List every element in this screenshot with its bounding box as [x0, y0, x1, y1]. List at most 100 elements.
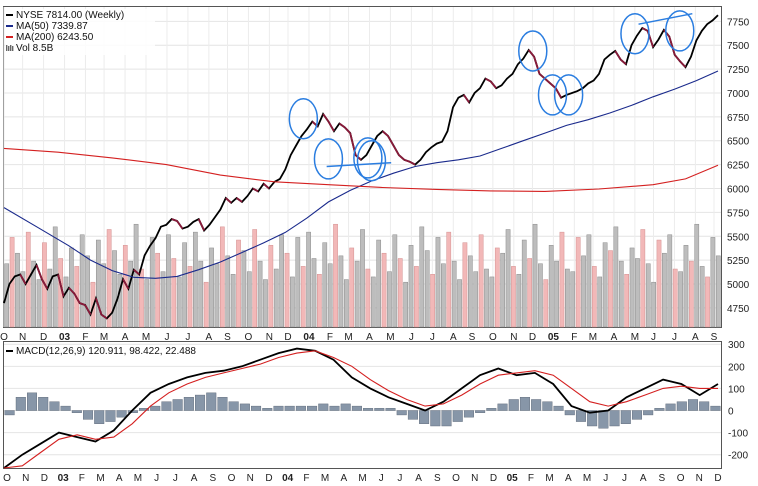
- price-x-axis: O N D 03 F M A M J J A S O N D 04 F M A M J J A S O N D 05 F M A M J J A S: [0, 332, 718, 343]
- volume-bar: [338, 255, 344, 328]
- volume-bar: [106, 229, 112, 328]
- volume-bar: [284, 252, 290, 328]
- volume-bar: [618, 260, 624, 328]
- volume-bar: [236, 239, 241, 328]
- price-y-tick-label: 7250: [727, 65, 750, 76]
- price-decline-segment: [527, 49, 535, 58]
- macd-histogram-bar: [620, 410, 631, 424]
- macd-histogram-bar: [575, 410, 586, 422]
- price-x-tick-label: S: [469, 332, 476, 343]
- volume-bar: [473, 271, 479, 328]
- macd-histogram-bar: [295, 405, 306, 411]
- macd-histogram-bar: [598, 410, 609, 429]
- price-decline-segment: [263, 183, 270, 190]
- macd-grid: [4, 343, 721, 456]
- macd-x-axis: O N D 03 F M A M J J A S O N D 04 F M A M J J A S O N D 05 F M A M J J A S O…: [3, 473, 722, 484]
- volume-bar: [397, 258, 403, 328]
- volume-bar: [467, 255, 473, 328]
- macd-histogram-bar: [139, 408, 150, 411]
- volume-bar: [149, 237, 155, 328]
- macd-y-tick-label: -200: [728, 451, 748, 462]
- volume-bar: [548, 245, 554, 328]
- volume-bar: [689, 260, 694, 328]
- price-decline-segment: [554, 87, 562, 99]
- macd-histogram-bar: [363, 408, 374, 411]
- price-decline-segment: [35, 264, 43, 280]
- price-x-tick-label: O: [0, 332, 8, 343]
- price-x-tick-label: A: [206, 332, 213, 343]
- price-x-tick-label: N: [510, 332, 517, 343]
- macd-histogram-bar: [475, 410, 486, 413]
- price-y-tick-label: 7500: [727, 41, 750, 52]
- volume-bar: [489, 276, 495, 328]
- price-decline-segment: [484, 77, 492, 83]
- macd-histogram-bar: [687, 399, 698, 411]
- macd-histogram-bar: [262, 408, 273, 411]
- macd-y-tick-label: 100: [728, 384, 745, 395]
- macd-x-tick-label: F: [528, 473, 534, 484]
- price-decline-segment: [549, 82, 557, 89]
- price-x-tick-label: 04: [303, 332, 315, 343]
- volume-bar: [360, 229, 365, 328]
- volume-bar: [376, 239, 382, 328]
- price-x-tick-label: D: [284, 332, 291, 343]
- macd-x-tick-label: O: [228, 473, 236, 484]
- macd-x-tick-label: M: [134, 473, 142, 484]
- volume-bar: [408, 245, 414, 328]
- macd-x-tick-label: A: [640, 473, 647, 484]
- volume-bar: [511, 266, 516, 328]
- volume-bar: [651, 281, 656, 328]
- volume-bar: [273, 268, 279, 328]
- price-decline-segment: [100, 313, 108, 320]
- volume-bar: [317, 274, 322, 328]
- volume-bar: [20, 271, 26, 328]
- volume-bar: [640, 229, 646, 328]
- volume-bar: [69, 247, 74, 328]
- legend-volume-glyph: [10, 45, 12, 51]
- annotation-ellipse: [553, 74, 584, 116]
- macd-line: [3, 347, 719, 469]
- volume-bar: [343, 279, 349, 328]
- price-decline-segment: [387, 135, 395, 146]
- volume-bar: [516, 274, 522, 328]
- price-decline-segment: [544, 77, 551, 85]
- price-y-tick-label: 6500: [727, 137, 750, 148]
- price-decline-segment: [236, 197, 243, 203]
- macd-x-tick-label: O: [452, 473, 460, 484]
- volume-bar: [554, 260, 559, 328]
- price-x-tick-label: N: [266, 332, 273, 343]
- price-y-tick-label: 7750: [727, 17, 750, 28]
- volume-bar: [430, 274, 435, 328]
- price-legend: NYSE 7814.00 (Weekly)MA(50) 7339.87MA(20…: [5, 9, 155, 55]
- price-decline-segment: [322, 113, 330, 123]
- volume-bar: [333, 223, 338, 328]
- price-x-tick-label: A: [366, 332, 373, 343]
- price-decline-segment: [398, 154, 405, 161]
- price-decline-segment: [463, 94, 470, 104]
- macd-x-tick-label: A: [191, 473, 198, 484]
- volume-bar: [424, 250, 430, 328]
- macd-x-tick-label: 04: [282, 473, 294, 484]
- volume-bar: [47, 268, 53, 328]
- macd-histogram-bar: [531, 399, 542, 411]
- volume-bar: [166, 234, 171, 328]
- volume-bar: [624, 274, 630, 328]
- price-x-tick-label: D: [40, 332, 47, 343]
- macd-histogram-bar: [273, 405, 284, 411]
- price-decline-segment: [41, 278, 49, 290]
- price-x-tick-label: O: [489, 332, 497, 343]
- volume-bar: [608, 250, 613, 328]
- price-y-tick-label: 6250: [727, 161, 750, 172]
- macd-x-tick-label: A: [415, 473, 422, 484]
- macd-y-axis: 300 200 100 0 -100 -200: [728, 340, 748, 462]
- volume-bar: [311, 258, 317, 328]
- volume-bar: [15, 252, 20, 328]
- volume-bar: [306, 231, 311, 328]
- price-x-tick-label: M: [589, 332, 597, 343]
- volume-bar: [171, 258, 177, 328]
- macd-histogram-bar: [385, 408, 396, 411]
- legend-entry: Vol 8.5B: [16, 43, 54, 54]
- macd-signal-line: [3, 350, 718, 469]
- price-decline-segment: [679, 60, 687, 68]
- macd-histogram-bar: [4, 410, 15, 416]
